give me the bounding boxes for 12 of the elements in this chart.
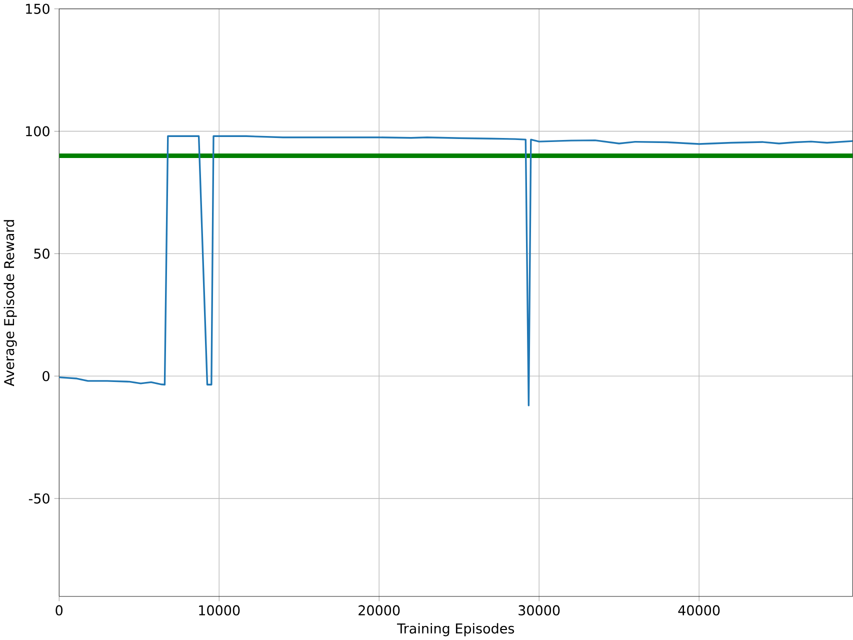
y-tick-label: 50 bbox=[34, 248, 50, 259]
x-tick-label: 30000 bbox=[518, 605, 560, 616]
x-tick-label: 20000 bbox=[358, 605, 400, 616]
x-tick-label: 40000 bbox=[678, 605, 720, 616]
x-tick-label: 10000 bbox=[199, 605, 240, 616]
y-axis-title: Average Episode Reward bbox=[4, 220, 17, 386]
y-tick-label: 0 bbox=[42, 370, 50, 382]
y-tick-label: 150 bbox=[26, 4, 50, 14]
x-tick-label: 0 bbox=[56, 605, 63, 616]
y-tick-label: 100 bbox=[26, 126, 50, 136]
x-axis-title: Training Episodes bbox=[397, 623, 514, 636]
y-tick-label: -50 bbox=[28, 493, 50, 504]
